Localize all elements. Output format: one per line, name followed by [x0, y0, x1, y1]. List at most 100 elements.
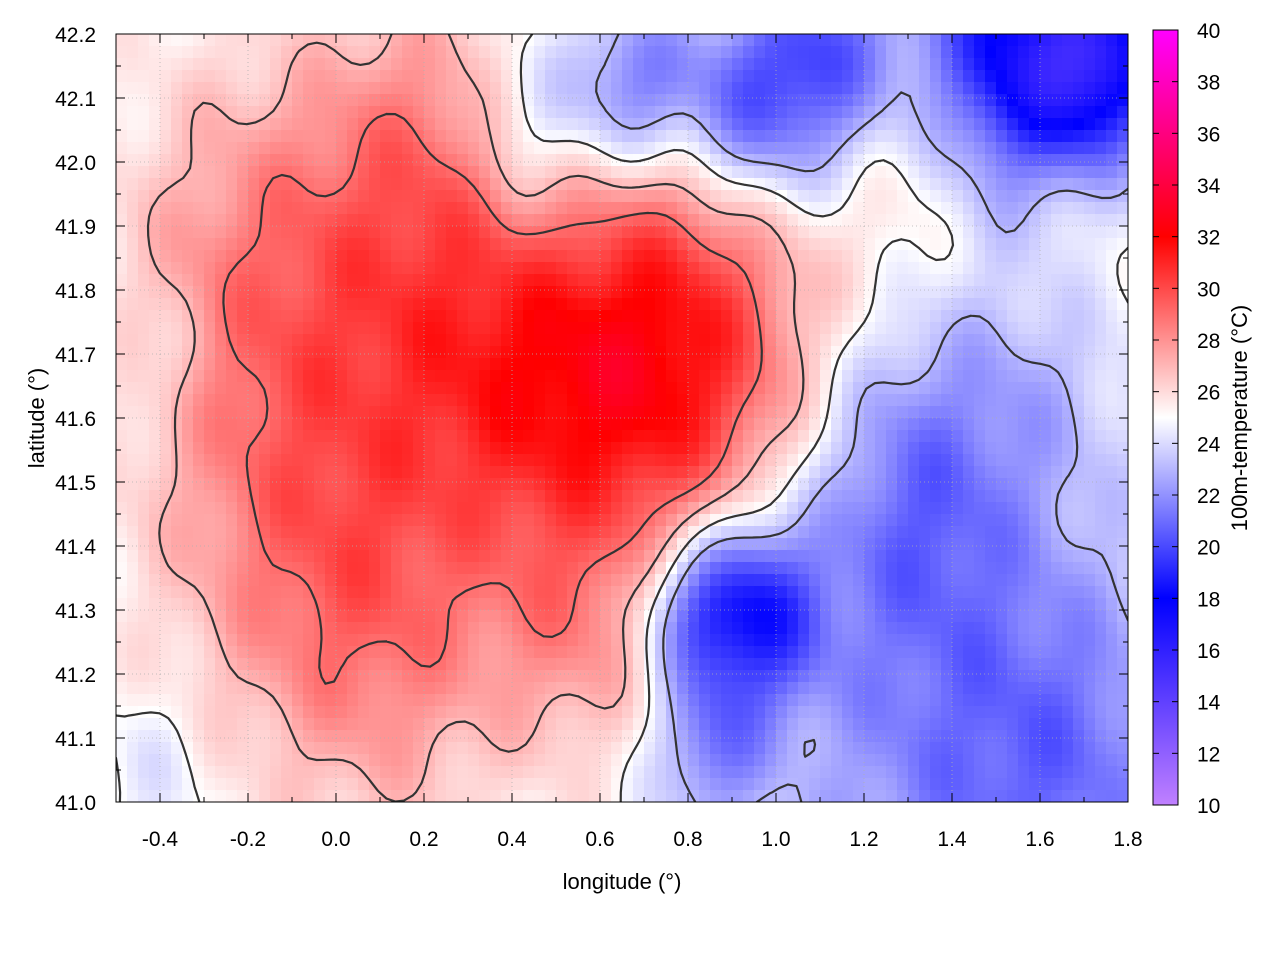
heatmap-cell — [435, 238, 447, 251]
heatmap-cell — [941, 166, 953, 179]
heatmap-cell — [204, 454, 216, 467]
heatmap-cell — [336, 274, 348, 287]
heatmap-cell — [908, 286, 920, 299]
heatmap-cell — [974, 250, 986, 263]
heatmap-cell — [182, 586, 194, 599]
heatmap-cell — [1073, 310, 1085, 323]
heatmap-cell — [732, 190, 744, 203]
heatmap-cell — [710, 526, 722, 539]
heatmap-cell — [215, 406, 227, 419]
heatmap-cell — [468, 526, 480, 539]
heatmap-cell — [996, 574, 1008, 587]
heatmap-cell — [545, 646, 557, 659]
heatmap-cell — [930, 442, 942, 455]
heatmap-cell — [270, 58, 282, 71]
heatmap-cell — [303, 334, 315, 347]
heatmap-cell — [974, 562, 986, 575]
heatmap-cell — [1051, 82, 1063, 95]
heatmap-cell — [699, 466, 711, 479]
heatmap-cell — [567, 610, 579, 623]
heatmap-cell — [974, 634, 986, 647]
heatmap-cell — [919, 646, 931, 659]
heatmap-cell — [1029, 226, 1041, 239]
heatmap-cell — [138, 538, 150, 551]
heatmap-cell — [1084, 262, 1096, 275]
heatmap-cell — [820, 442, 832, 455]
heatmap-cell — [116, 202, 128, 215]
heatmap-cell — [325, 250, 337, 263]
heatmap-cell — [1029, 526, 1041, 539]
heatmap-cell — [908, 310, 920, 323]
heatmap-cell — [358, 202, 370, 215]
heatmap-cell — [259, 430, 271, 443]
heatmap-cell — [1062, 442, 1074, 455]
heatmap-cell — [380, 46, 392, 59]
heatmap-cell — [160, 286, 172, 299]
heatmap-cell — [193, 310, 205, 323]
heatmap-cell — [369, 550, 381, 563]
heatmap-cell — [875, 334, 887, 347]
heatmap-cell — [248, 454, 260, 467]
heatmap-cell — [292, 118, 304, 131]
heatmap-cell — [468, 130, 480, 143]
heatmap-cell — [754, 130, 766, 143]
heatmap-cell — [996, 166, 1008, 179]
heatmap-cell — [644, 490, 656, 503]
heatmap-cell — [611, 202, 623, 215]
heatmap-cell — [864, 310, 876, 323]
heatmap-cell — [908, 106, 920, 119]
heatmap-cell — [116, 394, 128, 407]
heatmap-cell — [644, 586, 656, 599]
heatmap-cell — [776, 322, 788, 335]
heatmap-cell — [765, 334, 777, 347]
heatmap-cell — [798, 586, 810, 599]
heatmap-cell — [688, 154, 700, 167]
heatmap-cell — [732, 238, 744, 251]
heatmap-cell — [523, 298, 535, 311]
heatmap-cell — [292, 478, 304, 491]
heatmap-cell — [1073, 658, 1085, 671]
heatmap-cell — [270, 346, 282, 359]
heatmap-cell — [457, 190, 469, 203]
heatmap-cell — [149, 466, 161, 479]
heatmap-cell — [193, 634, 205, 647]
heatmap-cell — [787, 394, 799, 407]
heatmap-cell — [479, 346, 491, 359]
heatmap-cell — [402, 394, 414, 407]
heatmap-cell — [644, 94, 656, 107]
heatmap-cell — [292, 82, 304, 95]
heatmap-cell — [248, 598, 260, 611]
heatmap-cell — [523, 274, 535, 287]
heatmap-cell — [567, 82, 579, 95]
heatmap-cell — [512, 106, 524, 119]
heatmap-cell — [1029, 646, 1041, 659]
heatmap-cell — [446, 226, 458, 239]
heatmap-cell — [897, 226, 909, 239]
heatmap-cell — [226, 202, 238, 215]
heatmap-cell — [655, 670, 667, 683]
heatmap-cell — [710, 142, 722, 155]
heatmap-cell — [1117, 322, 1128, 335]
heatmap-cell — [820, 370, 832, 383]
heatmap-cell — [952, 646, 964, 659]
heatmap-cell — [644, 58, 656, 71]
heatmap-cell — [468, 418, 480, 431]
heatmap-cell — [765, 634, 777, 647]
heatmap-cell — [237, 250, 249, 263]
heatmap-cell — [413, 118, 425, 131]
heatmap-cell — [380, 670, 392, 683]
heatmap-cell — [1029, 574, 1041, 587]
heatmap-cell — [138, 118, 150, 131]
heatmap-cell — [468, 178, 480, 191]
heatmap-cell — [666, 118, 678, 131]
heatmap-cell — [787, 94, 799, 107]
heatmap-cell — [369, 46, 381, 59]
heatmap-cell — [215, 226, 227, 239]
heatmap-cell — [204, 430, 216, 443]
heatmap-cell — [996, 478, 1008, 491]
heatmap-cell — [919, 94, 931, 107]
heatmap-cell — [226, 502, 238, 515]
heatmap-cell — [413, 682, 425, 695]
heatmap-cell — [886, 466, 898, 479]
heatmap-cell — [963, 586, 975, 599]
